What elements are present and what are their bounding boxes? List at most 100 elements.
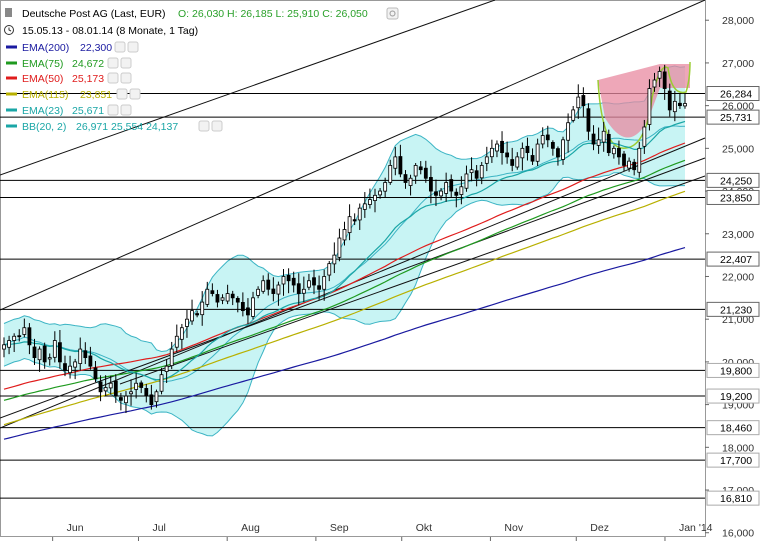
gear-icon[interactable]: [107, 104, 119, 116]
candle-body: [642, 126, 647, 147]
legend: Deutsche Post AG (Last, EUR) O: 26,030 H…: [4, 7, 399, 133]
candle-body: [154, 391, 159, 403]
candle-body: [129, 391, 133, 395]
candle-body: [606, 133, 611, 154]
gear-icon[interactable]: [114, 41, 126, 53]
price-level-box: [706, 109, 760, 125]
gear-icon[interactable]: [116, 88, 128, 100]
chart-period: 15.05.13 - 08.01.14 (8 Monate, 1 Tag): [22, 25, 198, 37]
candle-body: [576, 96, 581, 109]
candle-body: [118, 397, 123, 401]
bollinger-band-fill: [4, 66, 685, 436]
candle-body: [235, 297, 240, 303]
candle-body: [230, 293, 235, 299]
legend-ema50[interactable]: EMA(50) 25,173: [6, 72, 132, 85]
trendline: [0, 0, 706, 311]
candle-body: [637, 147, 642, 173]
close-icon[interactable]: [120, 57, 132, 69]
legend-ema23[interactable]: EMA(23) 25,671: [6, 104, 132, 117]
legend-ema115-value: 23,851: [80, 89, 112, 101]
gear-icon[interactable]: [107, 57, 119, 69]
candle-body: [139, 382, 144, 388]
candle-body: [561, 139, 565, 160]
price-level-box: [706, 301, 760, 317]
candle-body: [449, 179, 454, 192]
legend-ema200[interactable]: EMA(200) 22,300: [6, 41, 139, 54]
candle-body: [393, 156, 398, 169]
candle-body: [291, 277, 296, 286]
y-axis: 16,00017,00018,00019,00020,00021,00022,0…: [705, 15, 760, 540]
candle-body: [2, 344, 6, 350]
candle-body: [27, 327, 32, 346]
legend-bollinger-label: BB(20, 2): [22, 121, 66, 133]
candle-body: [657, 71, 662, 79]
candle-body: [144, 388, 149, 397]
candle-body: [301, 288, 306, 294]
candle-body: [444, 182, 449, 194]
candle-body: [32, 346, 37, 359]
price-level-box: [706, 490, 760, 506]
legend-bollinger-value: 26,971 25,554 24,137: [76, 121, 178, 133]
price-level-lines: [0, 93, 705, 499]
close-icon[interactable]: [127, 41, 139, 53]
price-level-box: [706, 251, 760, 267]
candle-body: [266, 279, 271, 290]
candle-body: [617, 147, 621, 158]
legend-ema75-label: EMA(75): [22, 58, 63, 70]
candle-body: [195, 313, 200, 316]
price-level-label: 24,250: [720, 175, 752, 187]
candle-body: [342, 229, 347, 241]
candle-body: [545, 134, 550, 141]
candle-body: [469, 169, 474, 174]
candle-body: [428, 177, 433, 192]
candle-body: [42, 345, 47, 363]
legend-ema75-value: 24,672: [72, 58, 104, 70]
price-level-label: 26,284: [720, 89, 752, 101]
candle-body: [164, 365, 169, 372]
candle-body: [454, 191, 459, 196]
candle-body: [327, 263, 332, 276]
candle-body: [586, 108, 591, 132]
price-level-label: 19,800: [720, 365, 752, 377]
candle-body: [159, 374, 164, 392]
candle-body: [652, 79, 657, 88]
candle-body: [566, 122, 571, 141]
legend-ema75[interactable]: EMA(75) 24,672: [6, 57, 132, 70]
x-tick-label: Okt: [416, 522, 432, 534]
settings-icon[interactable]: [386, 7, 399, 20]
trendline: [119, 175, 706, 385]
candle-body: [205, 288, 210, 305]
gear-icon[interactable]: [107, 72, 119, 84]
candle-body: [98, 381, 103, 393]
candle-body: [403, 174, 408, 183]
candle-body: [474, 170, 479, 179]
candle-body: [179, 327, 184, 340]
candle-body: [256, 288, 261, 296]
gear-icon[interactable]: [198, 120, 210, 132]
candle-body: [378, 190, 382, 196]
y-tick-label: 22,000: [722, 271, 754, 283]
price-level-label: 16,810: [720, 493, 752, 505]
close-icon[interactable]: [211, 120, 223, 132]
y-tick-label: 28,000: [722, 15, 754, 27]
legend-bollinger[interactable]: BB(20, 2) 26,971 25,554 24,137: [6, 120, 223, 133]
candle-body: [413, 165, 418, 177]
candle-body: [12, 335, 17, 341]
close-icon[interactable]: [129, 88, 141, 100]
candle-body: [58, 342, 62, 363]
candle-body: [678, 102, 682, 107]
candle-body: [489, 147, 494, 158]
legend-ema115[interactable]: EMA(115) 23,851: [6, 88, 141, 101]
candle-body: [535, 143, 540, 162]
price-level-label: 25,731: [720, 112, 752, 124]
ohlc-values: O: 26,030 H: 26,185 L: 25,910 C: 26,050: [178, 8, 368, 20]
close-icon[interactable]: [120, 72, 132, 84]
close-icon[interactable]: [120, 104, 132, 116]
candle-body: [240, 302, 245, 312]
candle-body: [373, 194, 377, 201]
candle-body: [149, 394, 154, 406]
x-tick-label: Nov: [504, 522, 523, 534]
price-level-label: 22,407: [720, 254, 752, 266]
legend-ema115-label: EMA(115): [22, 89, 69, 101]
